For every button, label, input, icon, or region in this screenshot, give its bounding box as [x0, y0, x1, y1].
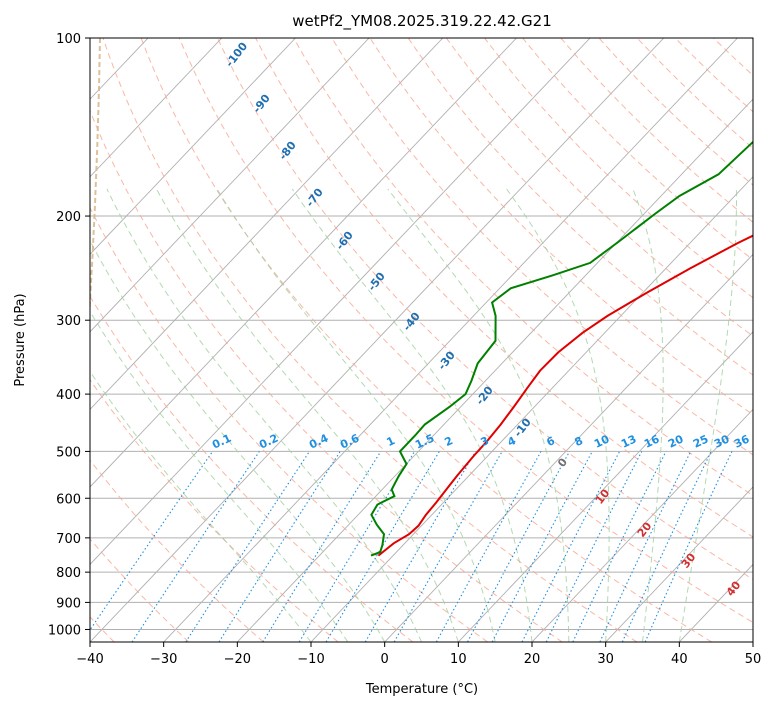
- mixing-ratio-line: [185, 451, 310, 642]
- isotherm-line: [90, 38, 370, 333]
- background-lines: [90, 38, 753, 642]
- isotherm-line: [90, 38, 444, 411]
- dry-adiabat-line: [293, 38, 753, 497]
- dry-adiabat-line: [522, 38, 753, 261]
- dry-adiabat-line: [102, 38, 638, 642]
- y-tick-label: 100: [56, 32, 81, 47]
- mixing-ratio-line: [131, 451, 260, 642]
- dry-adiabat-line: [636, 38, 753, 149]
- dry-adiabat-line: [140, 38, 712, 642]
- dry-adiabat-line: [484, 38, 753, 299]
- moist-adiabat-line: [387, 188, 570, 642]
- mixing-ratio-label: 36: [732, 432, 752, 450]
- dry-adiabat-line: [407, 38, 753, 376]
- isotherm-line: [90, 38, 665, 642]
- mixing-ratio-line: [521, 451, 621, 642]
- x-tick-label: −10: [297, 652, 324, 667]
- mixing-ratio-line: [218, 451, 341, 642]
- mixing-ratio-label: 25: [691, 432, 710, 450]
- x-tick-label: −40: [76, 652, 103, 667]
- y-tick-label: 1000: [48, 623, 81, 638]
- dry-adiabat-line: [90, 459, 264, 642]
- dry-adiabat-line: [90, 295, 414, 642]
- y-tick-label: 500: [56, 445, 81, 460]
- moist-adiabat-line: [90, 239, 386, 642]
- dry-adiabat-line: [90, 109, 563, 642]
- boundary-curve: [90, 38, 101, 317]
- dry-adiabat-line: [90, 206, 488, 642]
- moist-adiabat-line: [291, 188, 533, 642]
- isotherm-line: [163, 38, 738, 642]
- sounding-lines: [370, 140, 753, 557]
- plot-frame: [89, 37, 754, 643]
- y-tick-label: 300: [56, 314, 81, 329]
- mixing-ratio-label: 16: [642, 432, 662, 450]
- isotherm-line: [90, 38, 517, 488]
- axis-ticks: −40 −30 −20 −10 0 10 20 30 40 50 100 200 300 400 500 60…: [48, 32, 761, 667]
- moist-adiabat-line: [678, 188, 737, 642]
- y-tick-label: 900: [56, 596, 81, 611]
- mixing-ratio-line: [644, 451, 733, 642]
- x-tick-label: 40: [671, 652, 688, 667]
- mixing-ratio-line: [298, 451, 416, 642]
- x-tick-label: 50: [745, 652, 762, 667]
- chart-title: wetPf2_YM08.2025.319.22.42.G21: [292, 12, 551, 31]
- moist-adiabat-line: [90, 370, 312, 642]
- moist-adiabat-line: [90, 310, 349, 642]
- x-tick-label: 20: [524, 652, 541, 667]
- x-tick-label: 30: [597, 652, 614, 667]
- isotherm-line: [236, 98, 753, 642]
- mixing-ratio-label: 10: [592, 432, 612, 450]
- dry-adiabat-line: [369, 38, 753, 416]
- isotherm-line: [90, 38, 591, 566]
- sounding-series-1: [370, 140, 753, 557]
- isotherm-line: [384, 253, 753, 642]
- sounding-series-0: [377, 234, 753, 557]
- moist-adiabat-line: [156, 188, 459, 642]
- mixing-ratio-line: [545, 451, 643, 642]
- dry-adiabat-line: [331, 38, 753, 456]
- y-tick-label: 800: [56, 566, 81, 581]
- mixing-ratio-line: [467, 451, 571, 642]
- dry-adiabat-line: [178, 38, 753, 624]
- moist-adiabat-line: [632, 188, 664, 642]
- x-tick-label: −20: [224, 652, 251, 667]
- mixing-ratio-line: [435, 451, 542, 642]
- moist-adiabat-line: [506, 188, 610, 642]
- x-tick-label: 10: [450, 652, 467, 667]
- mixing-ratio-label: 13: [619, 432, 638, 450]
- y-tick-label: 400: [56, 388, 81, 403]
- y-tick-label: 700: [56, 532, 81, 547]
- mixing-ratio-label: 30: [712, 432, 732, 450]
- mixing-ratio-line: [90, 451, 214, 631]
- mixing-ratio-line: [393, 451, 503, 642]
- dry-adiabat-line: [255, 38, 753, 538]
- y-tick-label: 600: [56, 492, 81, 507]
- isotherm-line: [531, 408, 753, 642]
- x-tick-label: −30: [150, 652, 177, 667]
- isotherm-line: [457, 331, 753, 642]
- moist-adiabat-line: [106, 188, 422, 642]
- mixing-ratio-line: [262, 451, 382, 642]
- mixing-ratio-label: 20: [666, 432, 686, 450]
- dry-adiabat-line: [90, 538, 190, 642]
- isotherm-line: [605, 486, 753, 642]
- x-axis-label: Temperature (°C): [365, 682, 478, 697]
- y-axis-label: Pressure (hPa): [13, 293, 28, 386]
- isotherm-line: [90, 38, 223, 178]
- x-tick-label: 0: [381, 652, 389, 667]
- dry-adiabat-line: [217, 38, 753, 580]
- y-tick-label: 200: [56, 210, 81, 225]
- isotherm-line: [90, 38, 296, 255]
